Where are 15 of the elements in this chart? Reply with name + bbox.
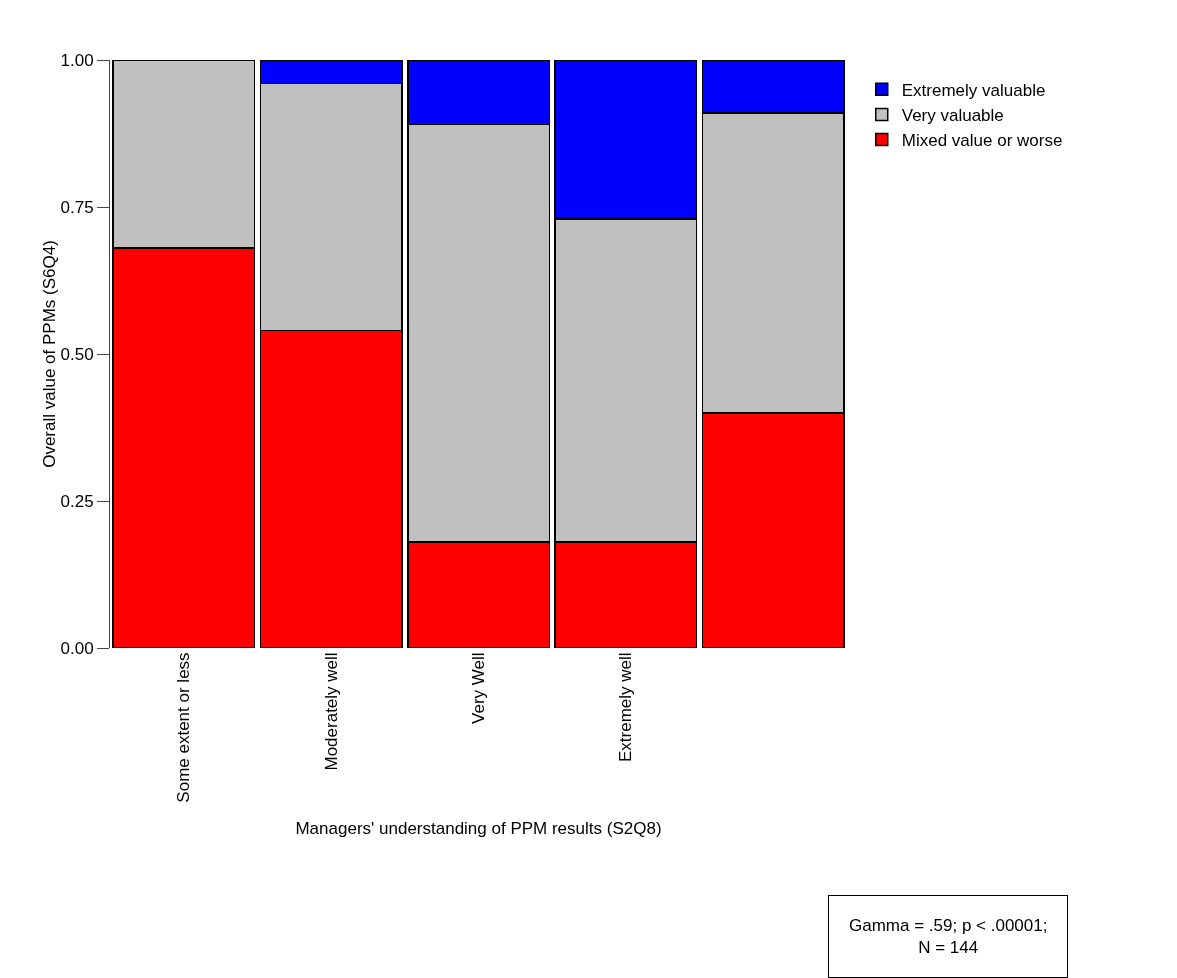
x-tick-label: Very Well [469, 652, 489, 724]
x-axis-title: Managers' understanding of PPM results (S2Q8) [295, 819, 662, 839]
y-tick-label: 0.00 [60, 638, 94, 658]
x-tick-label: Moderately well [321, 652, 341, 771]
y-tick-label: 1.00 [60, 50, 94, 70]
x-tick-label: Some extent or less [174, 652, 194, 803]
legend-label: Very valuable [901, 106, 1004, 126]
x-tick-label: Extremely well [616, 652, 636, 762]
legend-label: Mixed value or worse [901, 131, 1063, 151]
legend-label: Extremely valuable [901, 80, 1046, 100]
y-tick-label: 0.25 [60, 491, 94, 511]
y-tick-label: 0.75 [60, 197, 94, 217]
y-axis-title: Overall value of PPMs (S6Q4) [39, 240, 59, 468]
y-tick-label: 0.50 [60, 344, 94, 364]
text: Gamma = .59; p < .00001; N = 144 [849, 916, 1048, 958]
